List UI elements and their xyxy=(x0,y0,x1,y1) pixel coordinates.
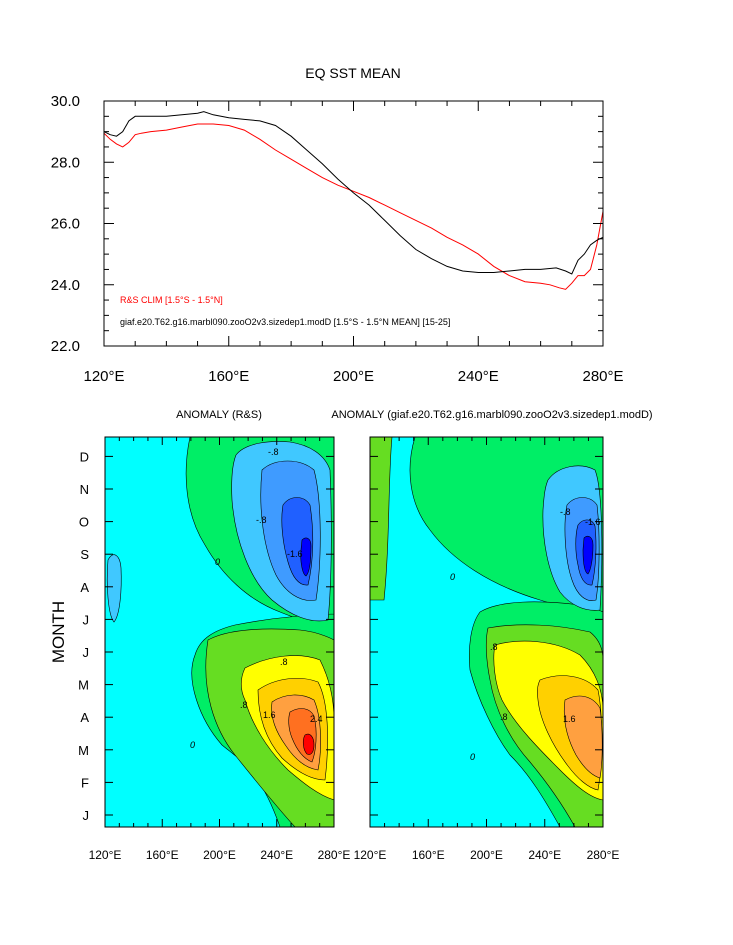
line-chart-title: EQ SST MEAN xyxy=(305,65,400,81)
contour-label-rs-pos16: 1.6 xyxy=(263,710,276,720)
x-tick-label: 280°E xyxy=(587,848,620,862)
contour-label-rs-pos24: 2.4 xyxy=(310,714,323,724)
contour-label-rs-0b: 0 xyxy=(190,740,195,750)
y-tick-label: 24.0 xyxy=(51,277,80,294)
contour-label-model-pos08b: .8 xyxy=(500,712,508,722)
line-series-group xyxy=(104,111,603,290)
month-axis-title: MONTH xyxy=(49,601,68,663)
model-region-min xyxy=(582,535,594,575)
contour-label-rs-neg08b: -.8 xyxy=(256,515,267,525)
contour-label-model-pos08: .8 xyxy=(490,642,498,652)
contour-label-rs-pos08b: .8 xyxy=(280,657,288,667)
x-tick-label: 200°E xyxy=(203,848,236,862)
month-tick-label: J xyxy=(83,808,90,823)
anomaly-model-title: ANOMALY (giaf.e20.T62.g16.marbl090.zooO2… xyxy=(331,409,652,421)
anomaly-rs-field xyxy=(105,437,334,827)
y-tick-label: 28.0 xyxy=(51,154,80,171)
x-tick-label: 200°E xyxy=(333,368,374,385)
line-chart-frame xyxy=(103,100,604,347)
line-chart-axes: 120°E 160°E 200°E 240°E 280°E 22.0 24.0 26.0 28.… xyxy=(51,93,624,385)
anomaly-panel-model: ANOMALY (giaf.e20.T62.g16.marbl090.zooO2… xyxy=(331,409,652,862)
anomaly-rs-title: ANOMALY (R&S) xyxy=(176,409,262,421)
month-tick-label: O xyxy=(79,515,89,530)
y-tick-label: 30.0 xyxy=(51,93,80,110)
x-tick-label: 200°E xyxy=(470,848,503,862)
month-tick-label: J xyxy=(83,612,90,627)
anomaly-model-field xyxy=(370,437,603,827)
contour-label-rs-neg16: -1.6 xyxy=(287,549,303,559)
series-line-0 xyxy=(104,123,603,290)
contour-label-model-neg08: -.8 xyxy=(560,507,571,517)
contour-label-model-pos16: 1.6 xyxy=(563,714,576,724)
rs-region-red xyxy=(302,733,315,755)
contour-label-model-0b: 0 xyxy=(470,752,475,762)
x-tick-label: 120°E xyxy=(354,848,387,862)
model-region-lightgreen-west xyxy=(370,437,393,601)
line-chart: EQ SST MEAN 120°E 160°E 200°E 240°E 280°E 22.… xyxy=(51,65,624,385)
x-tick-label: 280°E xyxy=(582,368,623,385)
legend-entry-rs-clim: R&S CLIM [1.5°S - 1.5°N] xyxy=(120,295,223,305)
x-tick-label: 120°E xyxy=(83,368,124,385)
contour-label-rs-pos08: .8 xyxy=(240,700,248,710)
month-tick-label: M xyxy=(78,678,89,693)
y-tick-label: 26.0 xyxy=(51,216,80,233)
x-tick-label: 160°E xyxy=(208,368,249,385)
contour-label-model-0: 0 xyxy=(450,572,455,582)
rs-region-west-blue xyxy=(106,554,122,623)
series-line-1 xyxy=(104,111,603,275)
month-tick-label: D xyxy=(80,449,89,464)
anomaly-model-axes: 120°E 160°E 200°E 240°E 280°E xyxy=(354,437,620,862)
y-tick-label: 22.0 xyxy=(51,338,80,355)
month-tick-label: A xyxy=(80,580,89,595)
contour-label-rs-neg08: -.8 xyxy=(268,447,279,457)
x-tick-label: 120°E xyxy=(89,848,122,862)
model-region-orange xyxy=(563,695,603,779)
month-tick-label: F xyxy=(81,775,89,790)
month-tick-label: S xyxy=(80,547,89,562)
month-tick-label: N xyxy=(80,482,89,497)
x-tick-label: 280°E xyxy=(318,848,351,862)
x-tick-label: 240°E xyxy=(260,848,293,862)
anomaly-panel-rs: ANOMALY (R&S) 0 0 .8 .8 1.6 2.4 -.8 -.8 … xyxy=(49,409,350,862)
x-tick-label: 240°E xyxy=(458,368,499,385)
contour-label-rs-0: 0 xyxy=(215,557,220,567)
anomaly-rs-axes: 120°E 160°E 200°E 240°E 280°E J F M A M J J A S O N D xyxy=(78,437,350,862)
month-tick-label: A xyxy=(80,710,89,725)
month-tick-label: M xyxy=(78,743,89,758)
rs-region-min xyxy=(300,537,312,577)
x-tick-label: 240°E xyxy=(528,848,561,862)
month-tick-label: J xyxy=(83,645,90,660)
x-tick-label: 160°E xyxy=(412,848,445,862)
x-tick-label: 160°E xyxy=(146,848,179,862)
contour-label-model-neg16: -1.6 xyxy=(585,517,601,527)
legend-entry-model: giaf.e20.T62.g16.marbl090.zooO2v3.sizede… xyxy=(120,317,450,327)
